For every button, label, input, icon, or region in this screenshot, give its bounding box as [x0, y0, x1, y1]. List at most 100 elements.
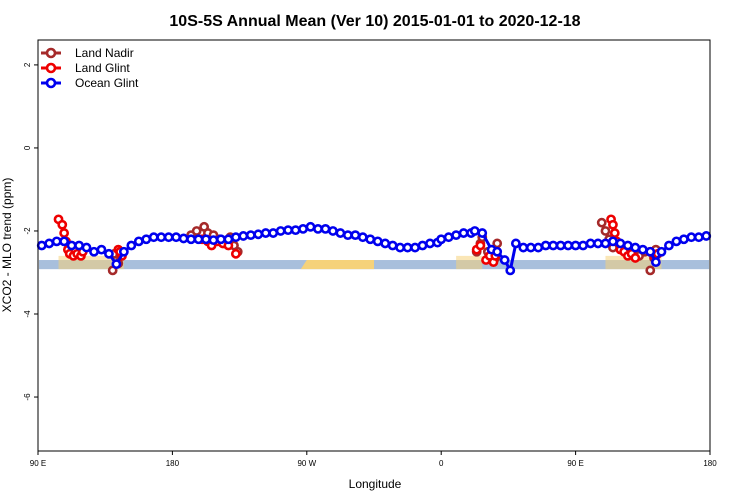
data-point: [701, 231, 712, 241]
data-point: [148, 232, 159, 243]
data-point: [540, 240, 551, 251]
x-tick-label: 90 E: [30, 459, 46, 468]
data-point: [608, 236, 618, 247]
data-point: [622, 240, 633, 251]
data-point: [238, 231, 249, 241]
data-point: [191, 226, 202, 236]
data-point: [615, 238, 626, 249]
data-point: [596, 217, 607, 228]
data-point: [223, 234, 234, 245]
x-tick-label: 90 W: [297, 459, 316, 468]
data-point: [402, 242, 413, 253]
data-point: [395, 242, 406, 253]
data-point: [253, 229, 264, 240]
data-point: [380, 238, 391, 249]
data-point: [678, 234, 689, 245]
data-point: [283, 225, 294, 236]
data-point: [645, 246, 656, 257]
data-point: [656, 246, 667, 257]
data-point: [518, 242, 529, 253]
data-point: [525, 242, 536, 253]
data-point: [417, 240, 428, 251]
data-point: [477, 228, 488, 238]
data-point: [533, 242, 544, 253]
data-point: [609, 228, 620, 238]
data-point: [350, 230, 361, 241]
data-point: [193, 234, 204, 245]
data-point: [126, 240, 137, 251]
data-point: [305, 221, 316, 232]
y-tick-label: -2: [23, 227, 32, 235]
data-point: [600, 226, 611, 236]
land-band: [300, 260, 374, 270]
data-point: [133, 236, 144, 247]
data-point: [425, 238, 435, 249]
data-point: [186, 234, 196, 245]
data-point: [505, 265, 516, 276]
plot-frame: [37, 39, 711, 452]
data-point: [693, 232, 704, 243]
y-axis: 2 0 -2 -4 -6: [23, 62, 38, 401]
data-point: [208, 235, 219, 246]
y-tick-label: 2: [23, 62, 32, 67]
legend-item: Land Nadir: [41, 46, 134, 60]
data-point: [44, 238, 55, 249]
data-point: [342, 230, 353, 241]
data-point: [686, 232, 697, 243]
data-point: [111, 259, 122, 270]
data-point: [201, 234, 211, 245]
land-band: [456, 255, 483, 270]
data-point: [74, 240, 84, 251]
chart-title: 10S-5S Annual Mean (Ver 10) 2015-01-01 t…: [169, 13, 580, 30]
legend-label: Ocean Glint: [75, 76, 139, 90]
data-point: [290, 225, 301, 236]
data-point: [171, 232, 182, 243]
data-point: [59, 236, 70, 247]
data-point: [578, 240, 588, 251]
data-point: [630, 253, 641, 263]
data-point: [645, 265, 656, 276]
data-point: [664, 240, 674, 251]
x-axis: 90 E 180 90 W 0 90 E 180: [30, 451, 717, 468]
data-point: [365, 234, 376, 245]
data-point: [458, 228, 469, 238]
data-point: [492, 246, 503, 257]
data-point: [608, 219, 618, 230]
data-point: [410, 242, 420, 253]
data-point: [563, 240, 574, 251]
data-point: [275, 226, 286, 236]
data-point: [59, 228, 70, 238]
data-point: [57, 219, 68, 230]
land-band: [605, 255, 662, 270]
data-point: [387, 240, 398, 251]
data-point: [469, 226, 480, 236]
data-point: [245, 230, 256, 241]
data-point: [51, 236, 62, 247]
data-point: [298, 223, 308, 234]
x-tick-label: 0: [439, 459, 444, 468]
data-point: [570, 240, 581, 251]
series-ocean-glint: [36, 221, 712, 276]
data-point: [328, 226, 338, 236]
data-point: [593, 238, 603, 249]
data-point: [510, 238, 521, 249]
y-axis-label: XCO2 - MLO trend (ppm): [0, 178, 14, 313]
legend-marker: [45, 77, 57, 89]
data-point: [230, 232, 241, 243]
data-point: [36, 240, 47, 251]
data-point: [637, 244, 648, 255]
x-tick-label: 180: [166, 459, 180, 468]
y-tick-label: -4: [23, 310, 32, 318]
x-tick-label: 90 E: [567, 459, 583, 468]
data-point: [260, 228, 271, 238]
legend-marker: [45, 62, 57, 74]
series-layer: [36, 214, 712, 276]
data-point: [118, 246, 129, 257]
data-point: [548, 240, 559, 251]
legend-label: Land Nadir: [75, 46, 134, 60]
y-tick-label: 0: [23, 145, 32, 150]
data-point: [436, 234, 447, 245]
data-point: [216, 234, 226, 245]
data-point: [600, 238, 611, 249]
